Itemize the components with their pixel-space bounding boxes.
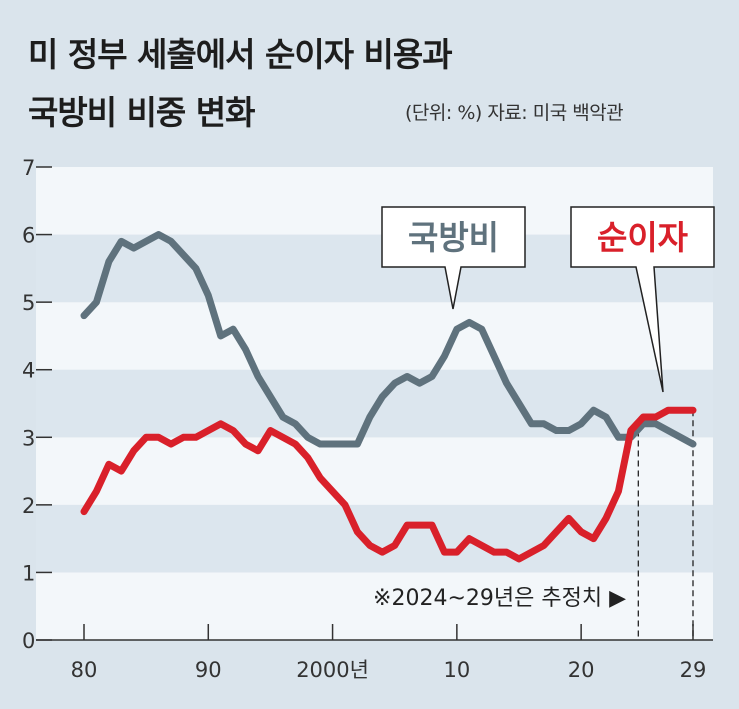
- y-tick-label: 3: [22, 426, 35, 450]
- callout-box: [570, 206, 715, 393]
- grid-band: [36, 504, 713, 573]
- y-tick-label: 4: [22, 359, 35, 383]
- x-tick-label: 20: [568, 658, 595, 682]
- y-tick-label: 0: [22, 629, 35, 653]
- callout-box: [381, 206, 526, 310]
- grid-band: [36, 437, 713, 505]
- grid-band: [36, 302, 713, 370]
- callout-defense: 국방비: [381, 206, 526, 310]
- x-tick-label: 90: [195, 658, 222, 682]
- series-defense: [80, 231, 697, 448]
- y-tick-label: 6: [22, 224, 35, 248]
- x-tick-label: 80: [71, 658, 98, 682]
- series-interest: [80, 406, 697, 563]
- estimate-annotation: ※2024~29년은 추정치 ▶: [373, 586, 626, 611]
- chart-title-line1: 미 정부 세출에서 순이자 비용과: [28, 35, 453, 74]
- x-tick-label: 29: [680, 658, 707, 682]
- callout-label: 국방비: [408, 218, 499, 257]
- y-tick-label: 1: [22, 561, 35, 585]
- callout-interest: 순이자: [570, 206, 715, 393]
- x-tick-label: 10: [443, 658, 470, 682]
- y-tick-label: 7: [22, 156, 35, 180]
- grid-band: [36, 572, 713, 640]
- callout-label: 순이자: [597, 218, 689, 257]
- series-line: [80, 406, 697, 563]
- y-tick-label: 5: [22, 291, 35, 315]
- unit-source-note: (단위: %) 자료: 미국 백악관: [405, 102, 624, 124]
- x-tick-label: 2000년: [296, 658, 369, 682]
- series-line: [80, 231, 697, 448]
- y-tick-label: 2: [22, 494, 35, 518]
- chart-title-line2: 국방비 비중 변화: [28, 93, 255, 132]
